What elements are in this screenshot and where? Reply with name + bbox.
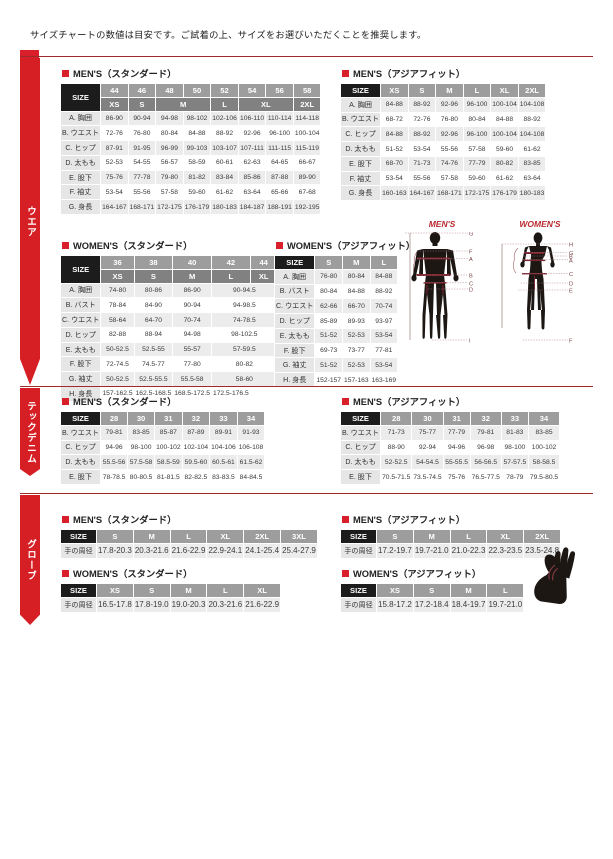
svg-text:A: A bbox=[569, 258, 573, 264]
svg-text:C: C bbox=[569, 272, 573, 278]
svg-text:I: I bbox=[469, 339, 471, 345]
svg-text:B: B bbox=[469, 274, 473, 280]
svg-text:E: E bbox=[569, 289, 573, 295]
svg-text:H: H bbox=[569, 243, 573, 249]
svg-text:A: A bbox=[469, 257, 473, 263]
svg-text:G: G bbox=[469, 232, 473, 238]
svg-text:F: F bbox=[569, 339, 573, 345]
svg-text:D: D bbox=[469, 288, 473, 294]
svg-text:C: C bbox=[469, 281, 473, 287]
svg-text:D: D bbox=[569, 282, 573, 288]
svg-text:F: F bbox=[469, 250, 473, 256]
